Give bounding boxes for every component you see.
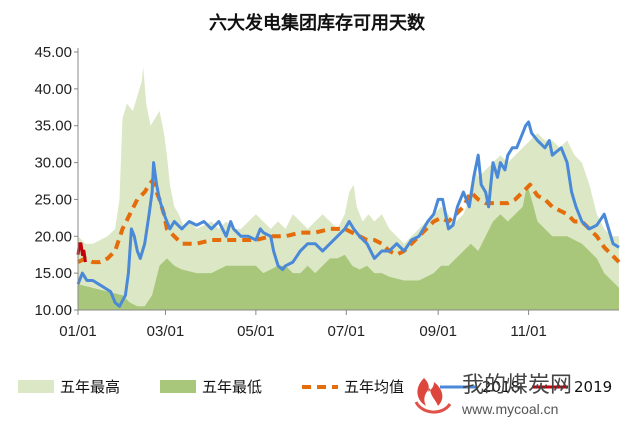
legend-label: 2018 — [482, 378, 520, 396]
flame-logo-icon — [414, 378, 452, 414]
y-tick-label: 35.00 — [34, 118, 72, 135]
y-tick-label: 30.00 — [34, 155, 72, 172]
y-tick-label: 25.00 — [34, 191, 72, 208]
x-tick-label: 11/01 — [510, 323, 546, 340]
y-tick-label: 15.00 — [34, 265, 72, 282]
series-五年最低 — [78, 184, 619, 310]
legend-swatch — [160, 380, 196, 393]
x-tick-label: 05/01 — [237, 323, 275, 340]
y-tick-label: 20.00 — [34, 228, 72, 245]
legend: 五年最高 五年最低 五年均值 2018 2019 — [18, 378, 612, 396]
legend-label: 五年最高 — [60, 378, 120, 396]
y-axis-ticks: 10.00 15.00 20.00 25.00 30.00 35.00 40.00 45.00 — [34, 44, 78, 319]
x-axis-ticks: 01/01 03/01 05/01 07/01 09/01 11/01 — [59, 310, 547, 340]
plot-area — [76, 66, 621, 310]
series-2019 — [76, 242, 87, 263]
series-2018 — [76, 120, 620, 308]
x-tick-label: 03/01 — [147, 323, 185, 340]
legend-label: 2019 — [574, 378, 612, 396]
y-tick-label: 40.00 — [34, 81, 72, 98]
watermark: 我的煤炭网 www.mycoal.cn — [414, 373, 572, 417]
watermark-brand: 我的煤炭网 — [462, 373, 572, 398]
x-tick-label: 01/01 — [59, 323, 97, 340]
x-tick-label: 07/01 — [328, 323, 366, 340]
watermark-url: www.mycoal.cn — [461, 401, 558, 417]
y-tick-label: 10.00 — [34, 302, 72, 319]
x-tick-label: 09/01 — [419, 323, 457, 340]
legend-label: 五年最低 — [202, 378, 262, 396]
legend-label: 五年均值 — [344, 378, 404, 396]
legend-swatch — [18, 380, 54, 393]
chart-title: 六大发电集团库存可用天数 — [209, 12, 426, 34]
y-tick-label: 45.00 — [34, 44, 72, 61]
